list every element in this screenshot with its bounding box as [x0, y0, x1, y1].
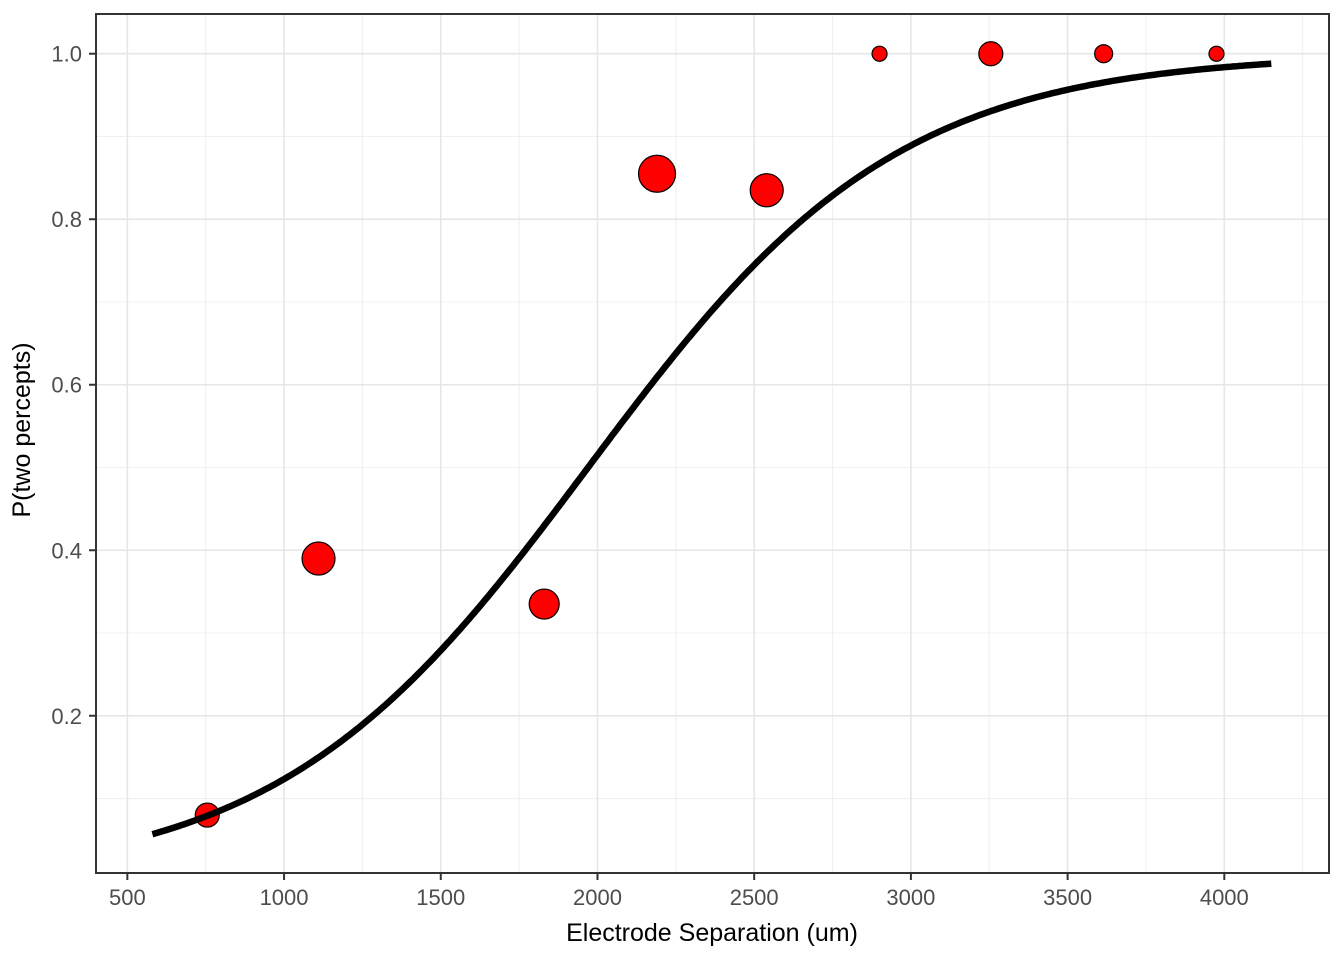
x-tick-label: 2000 [573, 885, 622, 910]
data-point [1208, 45, 1225, 62]
y-tick-label: 0.4 [51, 538, 82, 563]
fit-curve [151, 60, 1272, 838]
major-gridlines [96, 14, 1329, 873]
y-tick-label: 0.2 [51, 704, 82, 729]
fit-curve-path [151, 60, 1272, 838]
x-tick-label: 3500 [1043, 885, 1092, 910]
minor-gridlines [96, 14, 1329, 873]
data-point [637, 154, 677, 193]
y-axis-tick-labels: 0.2 0.4 0.6 0.8 1.0 [51, 42, 82, 729]
x-tick-label: 1500 [416, 885, 465, 910]
x-tick-label: 4000 [1200, 885, 1249, 910]
y-axis-title: P(two percepts) [8, 342, 36, 517]
data-point [528, 588, 560, 620]
x-axis-title: Electrode Separation (um) [566, 919, 858, 947]
x-tick-label: 3000 [886, 885, 935, 910]
data-point [301, 541, 336, 576]
data-point [978, 41, 1004, 67]
x-tick-label: 1000 [260, 885, 309, 910]
axis-tick-marks [89, 52, 1226, 880]
data-point [749, 173, 784, 208]
x-tick-label: 2500 [730, 885, 779, 910]
x-tick-label: 500 [109, 885, 146, 910]
panel-border [95, 13, 1330, 874]
panel-background [96, 14, 1329, 873]
x-axis-tick-labels: 500 1000 1500 2000 2500 3000 3500 4000 [109, 885, 1249, 910]
y-tick-label: 0.8 [51, 207, 82, 232]
y-tick-label: 1.0 [51, 42, 82, 67]
y-tick-label: 0.6 [51, 373, 82, 398]
data-point [871, 45, 888, 62]
data-point [1094, 44, 1114, 64]
